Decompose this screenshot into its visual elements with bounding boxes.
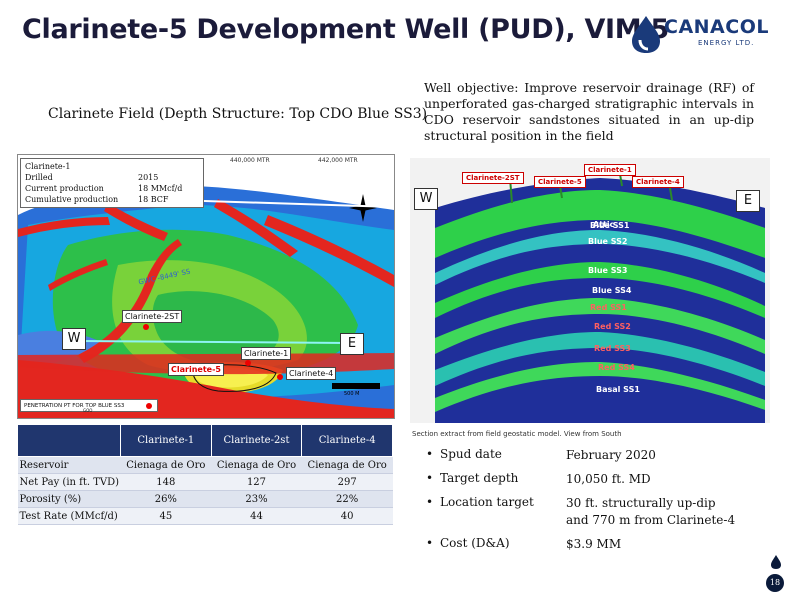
penetration-dot-icon bbox=[146, 403, 152, 409]
info-value: 18 BCF bbox=[138, 195, 169, 204]
penetration-text: PENETRATION PT FOR TOP BLUE SS3 bbox=[24, 403, 125, 409]
table-cell: 23% bbox=[211, 490, 302, 508]
table-cell: Cienaga de Oro bbox=[211, 456, 302, 474]
map-direction-east: E bbox=[340, 333, 364, 355]
table-cell: 44 bbox=[211, 507, 302, 525]
fact-value: $3.9 MM bbox=[566, 537, 622, 551]
section-label-clarinete-2st: Clarinete-2ST bbox=[462, 172, 524, 184]
map-coord-2: 442,000 MTR bbox=[318, 157, 358, 164]
list-item: • Spud date February 2020 bbox=[426, 447, 766, 464]
table-cell: Reservoir bbox=[17, 456, 121, 474]
bullet-icon: • bbox=[426, 447, 434, 461]
fact-label: Cost (D&A) bbox=[440, 536, 510, 550]
map-label-clarinete-4: Clarinete-4 bbox=[286, 367, 337, 380]
table-row: Net Pay (in ft. TVD) 148 127 297 bbox=[17, 473, 393, 491]
section-label-clarinete-5: Clarinete-5 bbox=[534, 176, 586, 188]
well-facts-list: • Spud date February 2020 • Target depth… bbox=[426, 447, 766, 560]
table-header: Clarinete-1 bbox=[120, 424, 212, 457]
table-cell: 297 bbox=[301, 473, 393, 491]
logo-wordmark: CANACOL bbox=[664, 16, 769, 38]
map-label-clarinete-2st: Clarinete-2ST bbox=[122, 310, 183, 323]
bullet-icon: • bbox=[426, 536, 434, 550]
table-cell: Cienaga de Oro bbox=[120, 456, 212, 474]
fact-value: 10,050 ft. MD bbox=[566, 472, 651, 486]
section-caption: Section extract from field geostatic mod… bbox=[412, 430, 622, 438]
layer-label: Red SS3 bbox=[594, 344, 631, 353]
logo-subtitle: ENERGY LTD. bbox=[698, 39, 755, 47]
penetration-sub: GOO bbox=[83, 408, 93, 413]
flame-drop-icon bbox=[632, 16, 660, 53]
section-direction-west: W bbox=[414, 188, 438, 210]
table-header: Clarinete-4 bbox=[301, 424, 393, 457]
layer-label: Blue SS2 bbox=[588, 237, 628, 246]
layer-label: Blue SS1 bbox=[590, 221, 630, 230]
info-well-name: Clarinete-1 bbox=[25, 162, 71, 171]
list-item: • Target depth 10,050 ft. MD bbox=[426, 471, 766, 488]
table-cell: Cienaga de Oro bbox=[301, 456, 393, 474]
section-direction-east: E bbox=[736, 190, 760, 212]
table-cell: 148 bbox=[120, 473, 212, 491]
table-row: Test Rate (MMcf/d) 45 44 40 bbox=[17, 507, 393, 525]
table-cell: 45 bbox=[120, 507, 212, 525]
layer-label: Basal SS1 bbox=[596, 385, 640, 394]
fact-value: February 2020 bbox=[566, 448, 656, 462]
table-cell: 22% bbox=[301, 490, 393, 508]
fact-value-line2: and 770 m from Clarinete-4 bbox=[566, 513, 736, 527]
table-row: Reservoir Cienaga de Oro Cienaga de Oro … bbox=[17, 456, 393, 474]
drop-icon bbox=[771, 555, 781, 569]
scale-label: 500 M bbox=[344, 391, 360, 397]
fact-label: Spud date bbox=[440, 447, 502, 461]
layer-label: Blue SS4 bbox=[592, 286, 632, 295]
well-objective: Well objective: Improve reservoir draina… bbox=[424, 80, 754, 143]
bullet-icon: • bbox=[426, 495, 434, 509]
table-cell: 127 bbox=[211, 473, 302, 491]
table-cell: Porosity (%) bbox=[17, 490, 121, 508]
table-header-row: Clarinete-1 Clarinete-2st Clarinete-4 bbox=[17, 424, 393, 457]
map-label-clarinete-1: Clarinete-1 bbox=[241, 347, 292, 360]
table-cell: Test Rate (MMcf/d) bbox=[17, 507, 121, 525]
table-header bbox=[17, 424, 121, 457]
table-row: Porosity (%) 26% 23% 22% bbox=[17, 490, 393, 508]
info-value: 18 MMcf/d bbox=[138, 184, 183, 193]
page-number: 18 bbox=[766, 574, 784, 592]
well-info-box: Clarinete-1 Drilled 2015 Current producti… bbox=[20, 158, 204, 208]
layer-label: Blue SS3 bbox=[588, 266, 628, 275]
penetration-legend: PENETRATION PT FOR TOP BLUE SS3 GOO bbox=[20, 399, 158, 413]
map-coord-1: 440,000 MTR bbox=[230, 157, 270, 164]
info-key: Drilled bbox=[25, 173, 53, 182]
fact-value: 30 ft. structurally up-dip and 770 m fro… bbox=[566, 495, 766, 529]
section-label-clarinete-4: Clarinete-4 bbox=[632, 176, 684, 188]
canacol-logo: CANACOL ENERGY LTD. bbox=[628, 14, 788, 54]
fact-label: Location target bbox=[440, 495, 534, 509]
layer-label: Red SS1 bbox=[590, 303, 627, 312]
map-direction-west: W bbox=[62, 328, 86, 350]
info-key: Cumulative production bbox=[25, 195, 119, 204]
layer-label: Red SS2 bbox=[594, 322, 631, 331]
table-cell: 40 bbox=[301, 507, 393, 525]
reservoir-table: Clarinete-1 Clarinete-2st Clarinete-4 Re… bbox=[17, 424, 393, 525]
list-item: • Location target 30 ft. structurally up… bbox=[426, 495, 766, 529]
page-title: Clarinete-5 Development Well (PUD), VIM … bbox=[22, 14, 669, 45]
layer-label: Red SS4 bbox=[598, 363, 635, 372]
fact-value-line1: 30 ft. structurally up-dip bbox=[566, 496, 716, 510]
info-key: Current production bbox=[25, 184, 104, 193]
layer-label: Attic bbox=[593, 220, 615, 229]
table-header: Clarinete-2st bbox=[210, 424, 303, 457]
list-item: • Cost (D&A) $3.9 MM bbox=[426, 536, 766, 553]
bullet-icon: • bbox=[426, 471, 434, 485]
map-title: Clarinete Field (Depth Structure: Top CD… bbox=[48, 106, 428, 122]
table-cell: Net Pay (in ft. TVD) bbox=[17, 473, 121, 491]
map-label-clarinete-5: Clarinete-5 bbox=[168, 363, 224, 376]
section-label-clarinete-1: Clarinete-1 bbox=[584, 164, 636, 176]
info-value: 2015 bbox=[138, 173, 159, 182]
geostatic-section: Clarinete-2ST Clarinete-5 Clarinete-1 Cl… bbox=[410, 158, 770, 423]
table-cell: 26% bbox=[120, 490, 212, 508]
fact-label: Target depth bbox=[440, 471, 519, 485]
